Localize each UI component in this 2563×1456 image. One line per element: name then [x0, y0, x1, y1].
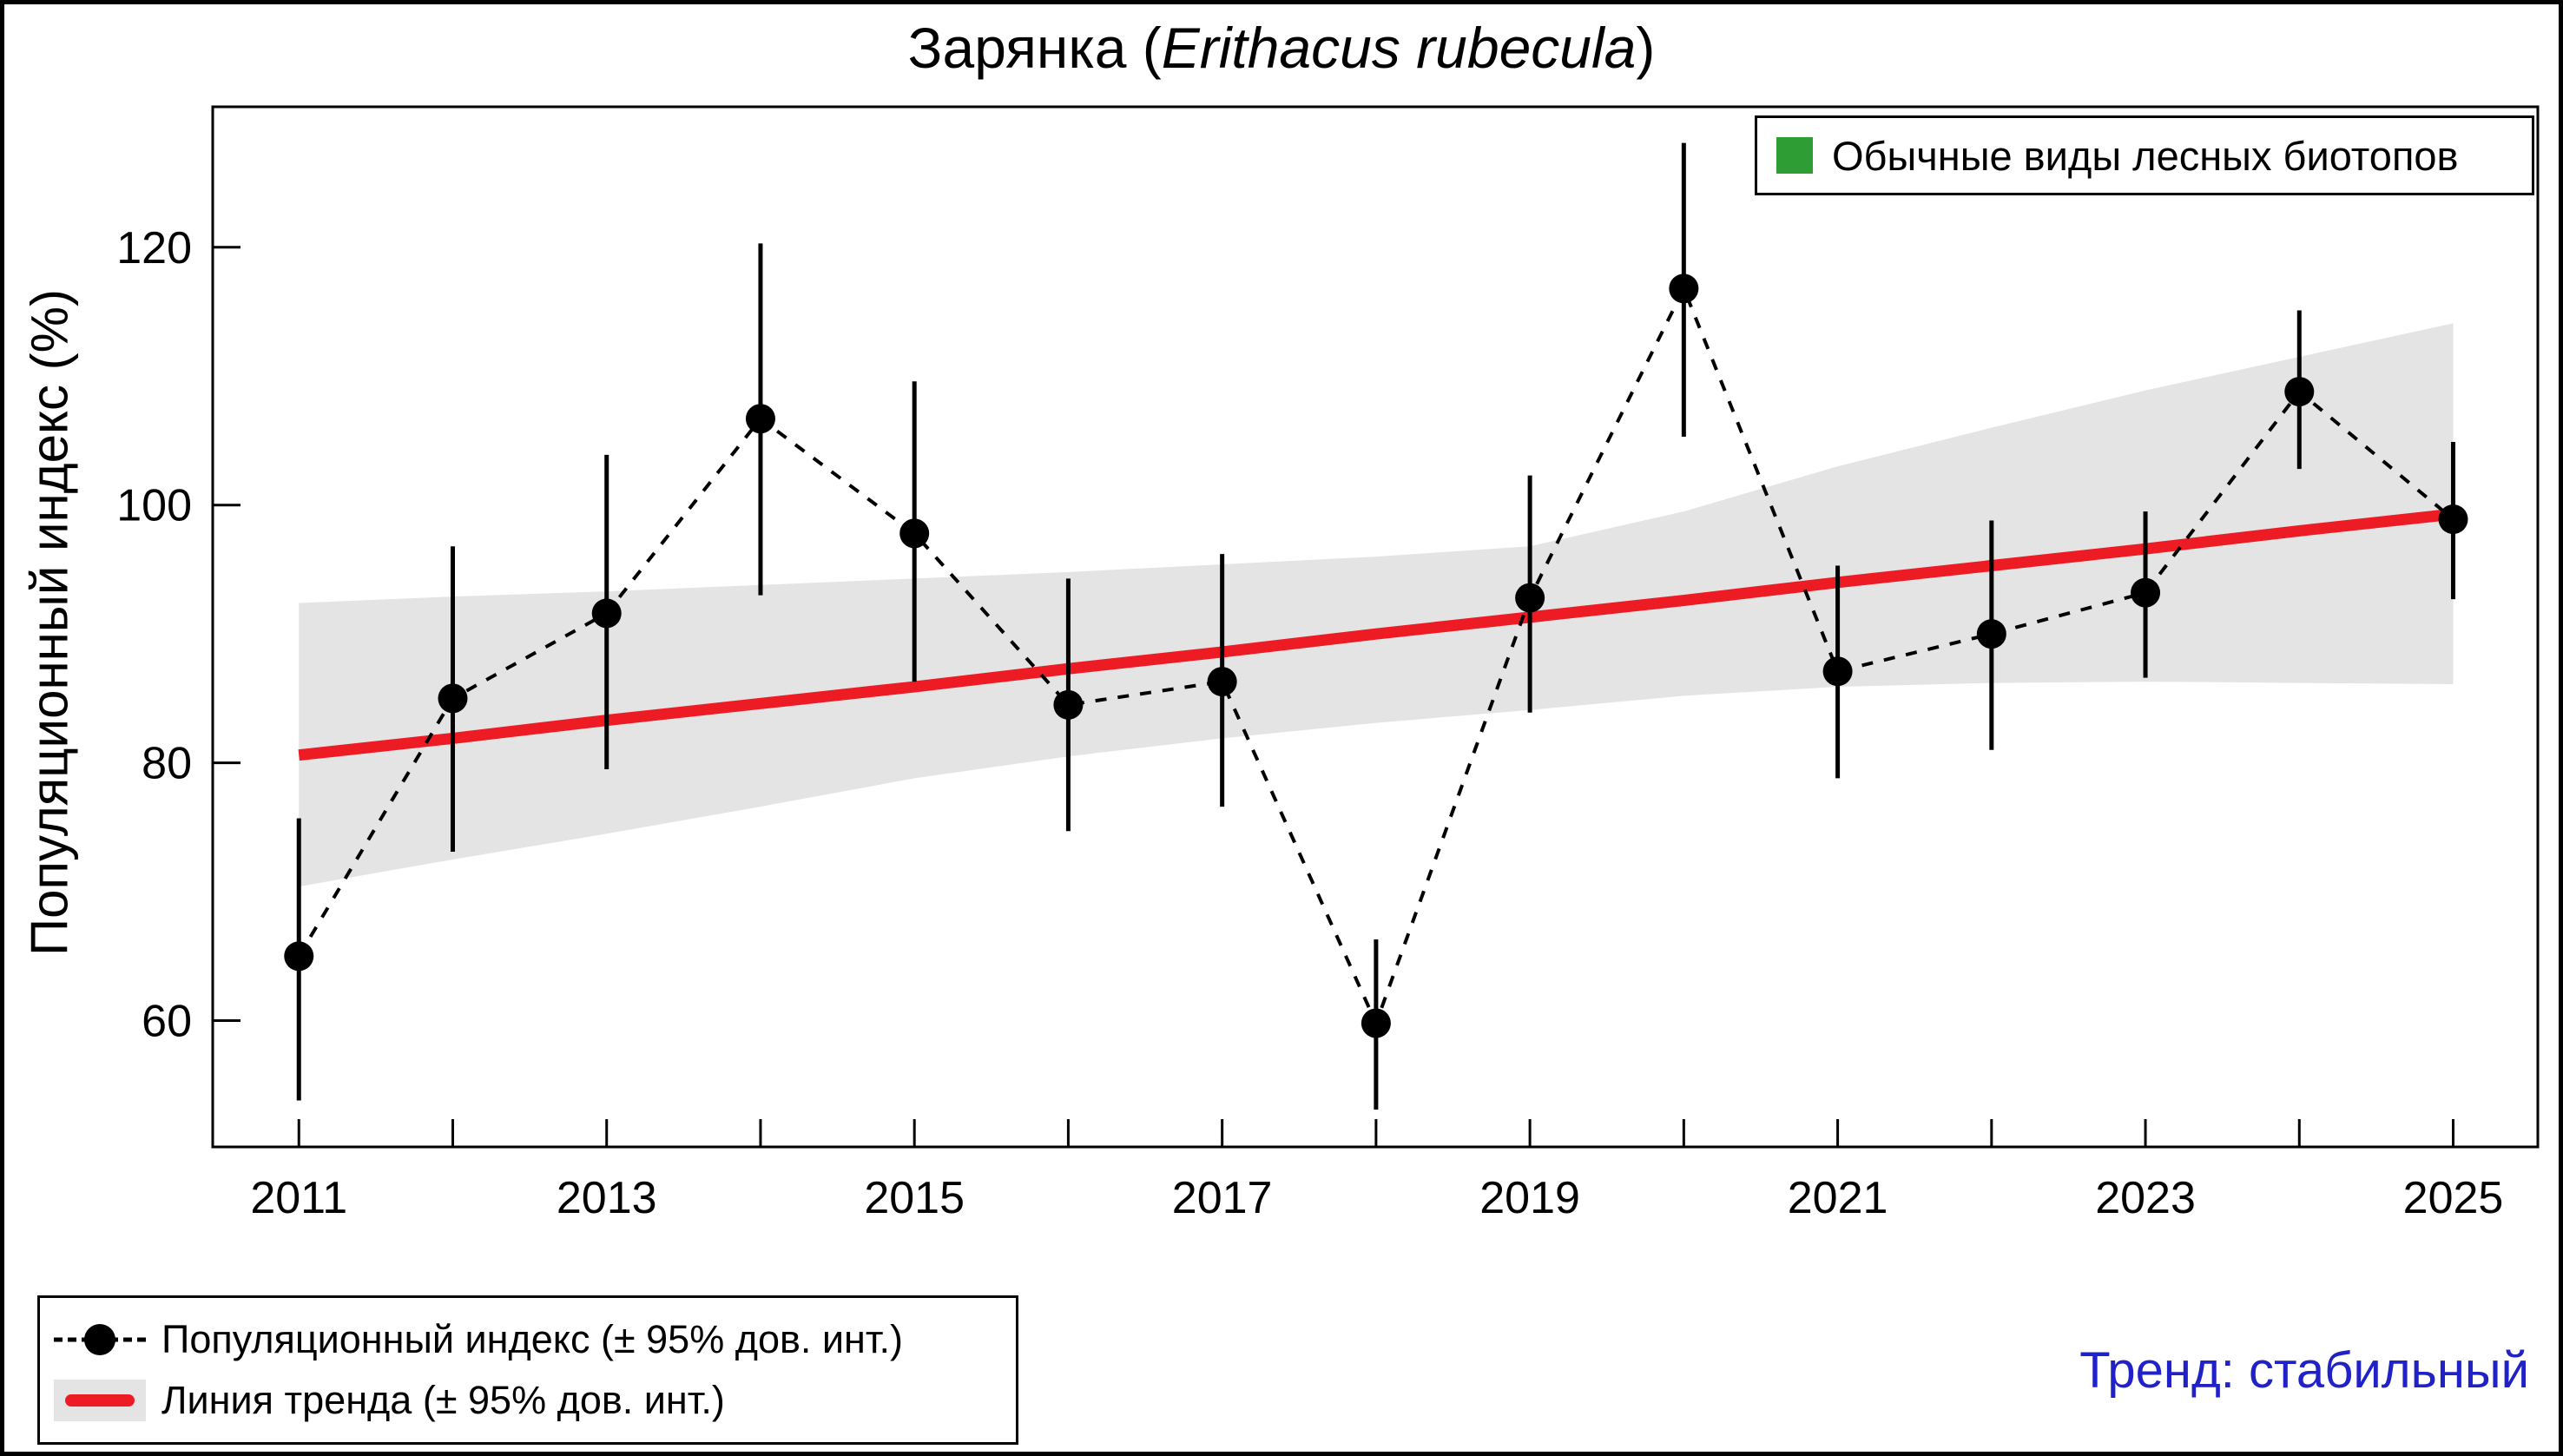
data-point-2012: [438, 683, 468, 714]
legend-item-trend-line: Линия тренда (± 95% дов. инт.): [54, 1378, 1016, 1423]
x-tick-label-2011: 2011: [250, 1173, 347, 1223]
y-tick-label-80: 80: [142, 739, 192, 789]
y-tick-label-60: 60: [142, 997, 192, 1047]
x-tick-label-2017: 2017: [1172, 1173, 1273, 1223]
data-point-2018: [1361, 1008, 1391, 1038]
data-point-2016: [1053, 689, 1084, 720]
legend-series: Популяционный индекс (± 95% дов. инт.) Л…: [37, 1295, 1018, 1445]
chart-title-common-name: Зарянка (: [907, 16, 1162, 80]
chart-title-suffix: ): [1636, 16, 1656, 80]
x-tick-label-2019: 2019: [1479, 1173, 1580, 1223]
x-tick-label-2013: 2013: [557, 1173, 657, 1223]
y-tick-label-100: 100: [116, 481, 192, 531]
point-marker-icon: [54, 1319, 146, 1360]
trend-status: Тренд: стабильный: [2079, 1342, 2529, 1399]
data-point-2013: [591, 598, 622, 629]
legend-habitat-label: Обычные виды лесных биотопов: [1832, 132, 2459, 179]
point-dot-icon: [84, 1324, 115, 1355]
legend-item-trend-line-label: Линия тренда (± 95% дов. инт.): [161, 1378, 725, 1422]
data-point-2020: [1669, 273, 1699, 304]
data-point-2019: [1515, 583, 1545, 613]
trend-line: [298, 508, 2454, 761]
data-point-2022: [1976, 619, 2006, 649]
data-point-2014: [745, 404, 775, 434]
data-point-2021: [1822, 656, 1853, 687]
habitat-swatch-icon: [1776, 137, 1813, 174]
trend-marker-icon: [54, 1380, 146, 1421]
plot-area: 2011 2013 2015 2017 2019 2021 2023 2025 60 80 100 1…: [116, 105, 2540, 1223]
chart-title-species-name: Erithacus rubecula: [1161, 16, 1637, 80]
y-tick-label-120: 120: [116, 223, 192, 273]
confidence-band: [299, 323, 2454, 887]
data-point-2024: [2284, 377, 2315, 407]
data-point-2023: [2131, 577, 2161, 608]
legend-item-population-index-label: Популяционный индекс (± 95% дов. инт.): [161, 1317, 904, 1361]
data-point-2025: [2438, 504, 2468, 535]
x-tick-label-2025: 2025: [2403, 1173, 2504, 1223]
data-point-2011: [284, 941, 314, 972]
data-point-2017: [1207, 667, 1237, 697]
x-tick-label-2015: 2015: [864, 1173, 965, 1223]
legend-item-population-index: Популяционный индекс (± 95% дов. инт.): [54, 1317, 1016, 1362]
chart-title: Зарянка (Erithacus rubecula): [4, 15, 2559, 81]
x-tick-label-2021: 2021: [1788, 1173, 1888, 1223]
data-point-2015: [899, 518, 930, 549]
legend-habitat-group: Обычные виды лесных биотопов: [1755, 115, 2534, 195]
x-tick-label-2023: 2023: [2095, 1173, 2196, 1223]
trend-line-icon: [65, 1394, 135, 1407]
